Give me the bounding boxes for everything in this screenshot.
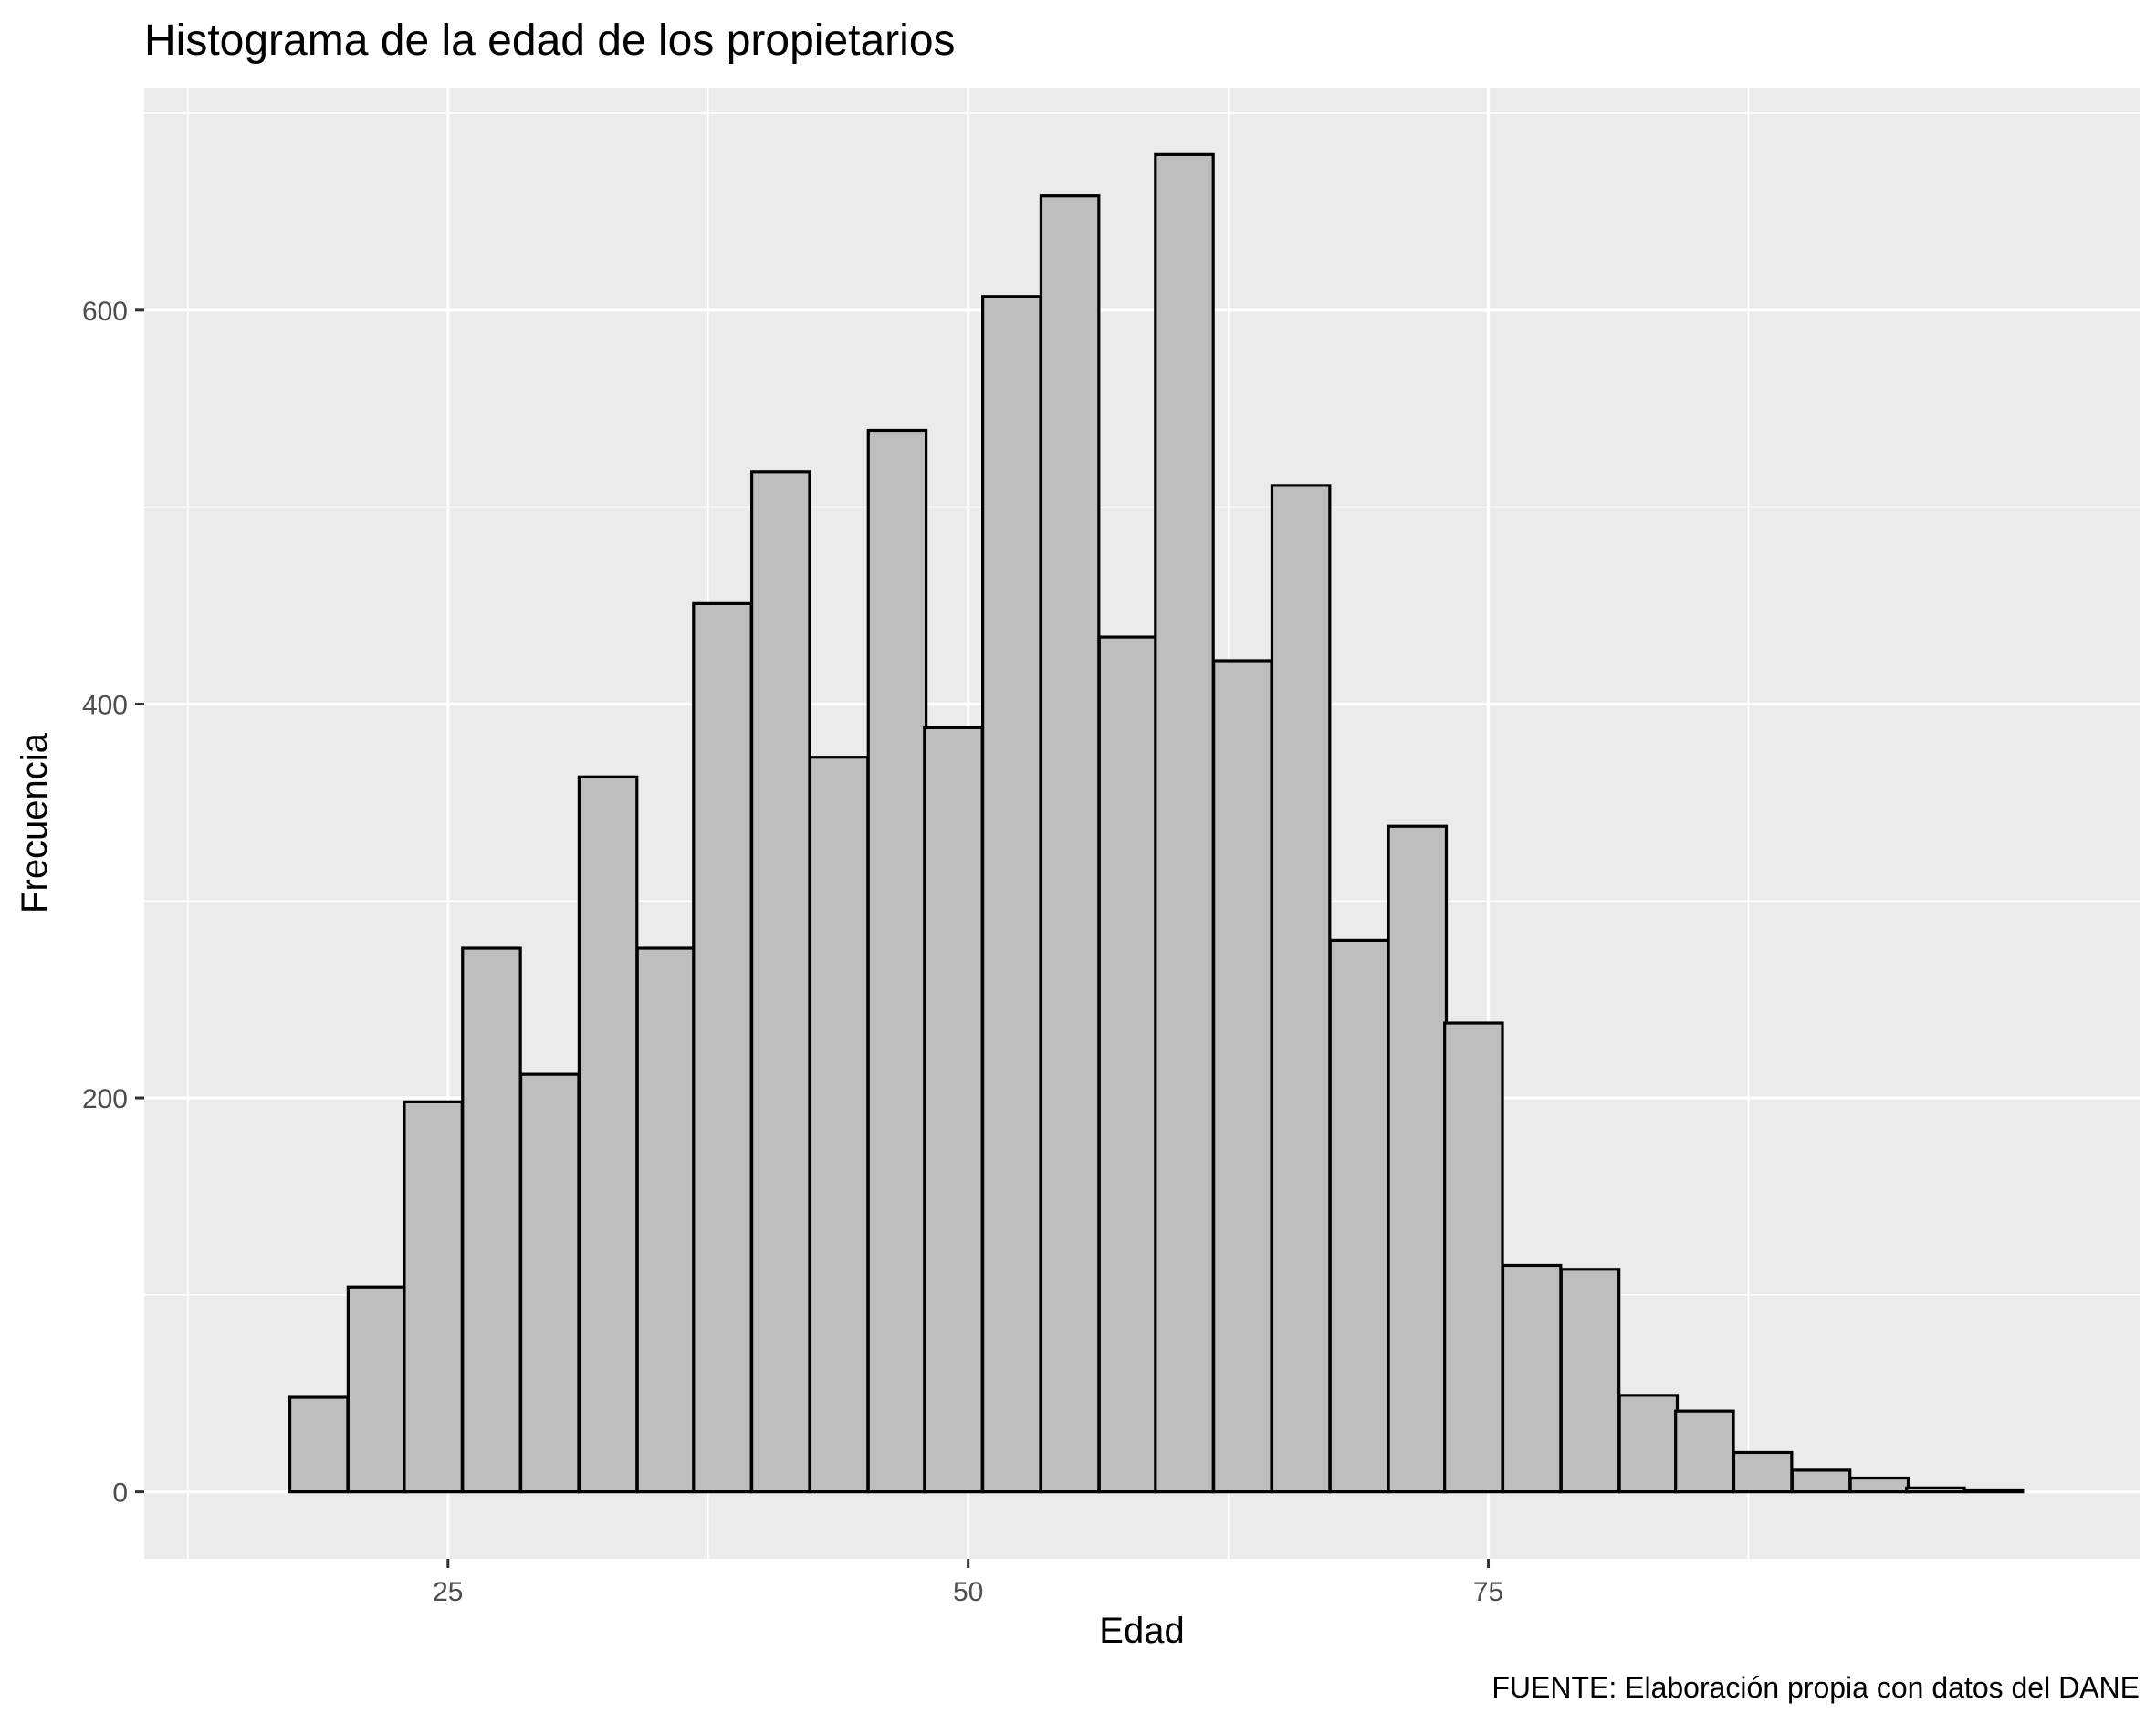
- x-tick-label: 25: [433, 1577, 463, 1607]
- chart-caption: FUENTE: Elaboración propia con datos del…: [1491, 1671, 2140, 1704]
- histogram-bar: [1617, 1394, 1680, 1494]
- y-tick-label: 600: [82, 297, 128, 327]
- histogram-bar: [461, 946, 522, 1494]
- histogram-bar: [1848, 1476, 1910, 1494]
- histogram-bar: [635, 946, 697, 1494]
- histogram-bar: [1443, 1021, 1504, 1494]
- y-tick-label: 200: [82, 1084, 128, 1114]
- histogram-bar: [866, 428, 928, 1494]
- y-axis: 0 200 400 600: [82, 297, 144, 1509]
- x-axis: 25 50 75: [433, 1559, 1503, 1607]
- histogram-bar: [1905, 1486, 1966, 1494]
- y-axis-title: Frecuencia: [15, 732, 55, 914]
- x-tick-label: 75: [1473, 1577, 1503, 1607]
- histogram-bar: [1212, 659, 1273, 1494]
- histogram-bar: [1039, 194, 1101, 1494]
- histogram-bar: [1154, 152, 1215, 1494]
- histogram-bar: [518, 1072, 581, 1494]
- y-tick-label: 400: [82, 690, 128, 720]
- histogram-bar: [923, 726, 984, 1494]
- histogram-bar: [403, 1100, 464, 1494]
- histogram-bar: [1674, 1409, 1735, 1494]
- x-tick-label: 50: [953, 1577, 983, 1607]
- histogram-bar: [1962, 1488, 2025, 1494]
- histogram-bar: [577, 775, 639, 1494]
- histogram-bar: [1270, 484, 1332, 1494]
- histogram-bar: [1790, 1468, 1852, 1494]
- histogram-bar: [808, 756, 870, 1494]
- histogram-bar: [692, 601, 753, 1494]
- histogram-bar: [1328, 938, 1390, 1494]
- histogram-bar: [1559, 1268, 1621, 1494]
- histogram-bars: [288, 152, 2025, 1494]
- y-tick-label: 0: [112, 1478, 128, 1509]
- histogram-bar: [1387, 824, 1449, 1494]
- histogram-bar: [981, 295, 1042, 1494]
- histogram-bar: [346, 1285, 408, 1494]
- histogram-bar: [1097, 635, 1159, 1494]
- x-axis-title: Edad: [1099, 1611, 1184, 1651]
- histogram-bar: [1732, 1450, 1794, 1494]
- histogram-bar: [750, 470, 811, 1494]
- histogram-bar: [288, 1395, 350, 1494]
- histogram-bar: [1501, 1263, 1563, 1494]
- chart-title: Histograma de la edad de los propietario…: [144, 16, 956, 65]
